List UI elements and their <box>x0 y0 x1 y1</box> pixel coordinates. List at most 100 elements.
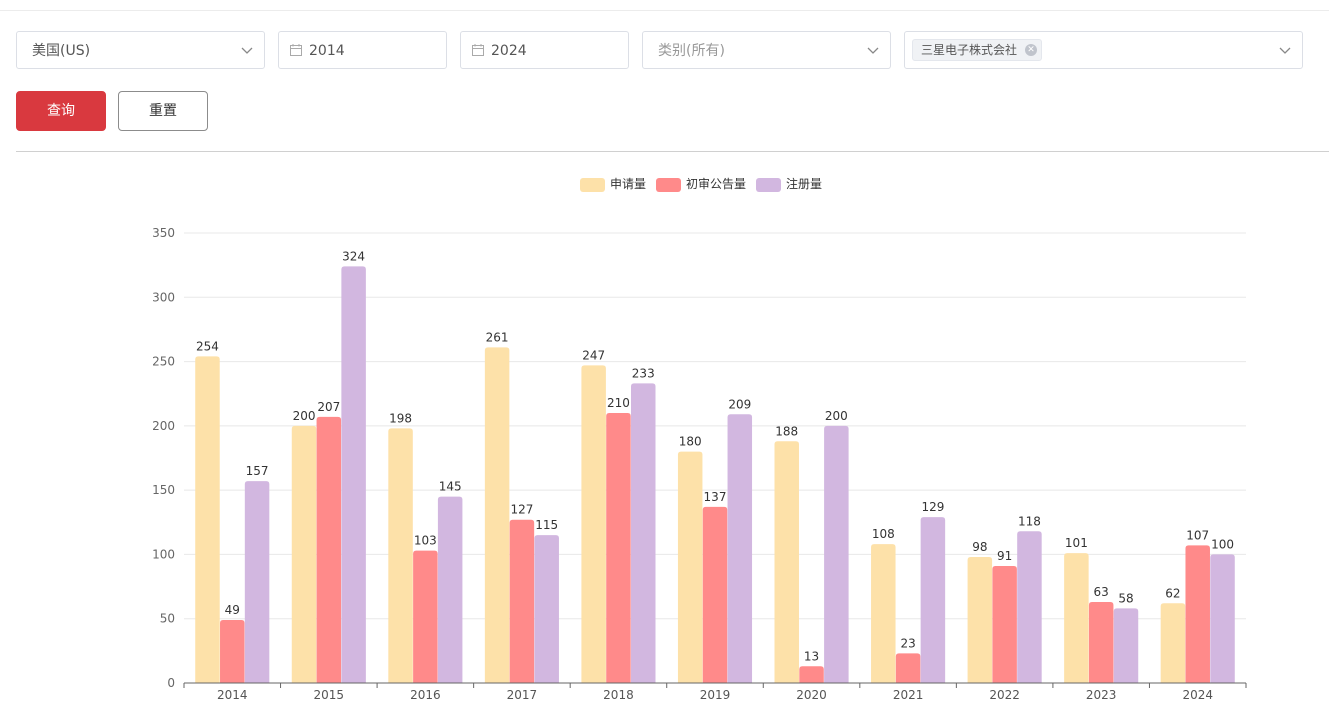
data-label: 188 <box>775 424 798 438</box>
tag-close-icon[interactable]: ✕ <box>1025 44 1038 56</box>
data-label: 207 <box>317 400 340 414</box>
chevron-down-icon <box>1279 47 1291 54</box>
bar <box>341 266 366 683</box>
bar <box>774 441 799 683</box>
data-label: 58 <box>1118 591 1133 605</box>
data-label: 200 <box>293 409 316 423</box>
data-label: 100 <box>1211 537 1234 551</box>
bar <box>1017 531 1042 683</box>
bar <box>727 414 753 683</box>
data-label: 13 <box>804 649 819 663</box>
x-tick-label: 2020 <box>796 688 827 702</box>
data-label: 129 <box>921 500 944 514</box>
data-label: 247 <box>582 348 605 362</box>
chevron-down-icon <box>241 47 253 54</box>
data-label: 115 <box>535 518 558 532</box>
data-label: 324 <box>342 249 365 263</box>
bar <box>581 365 606 683</box>
data-label: 118 <box>1018 514 1041 528</box>
bar <box>244 481 270 683</box>
bar <box>871 544 896 683</box>
bar <box>606 413 631 683</box>
bar <box>1185 545 1210 683</box>
data-label: 137 <box>704 490 727 504</box>
bar <box>799 666 824 683</box>
bar <box>484 347 510 683</box>
start-year-picker[interactable]: 2014 <box>278 31 447 69</box>
data-label: 145 <box>439 480 462 494</box>
company-tag: 三星电子株式会社 ✕ <box>912 39 1043 61</box>
y-tick-label: 150 <box>152 483 175 497</box>
bar <box>509 519 535 683</box>
y-tick-label: 0 <box>167 676 175 690</box>
y-tick-label: 100 <box>152 547 175 561</box>
y-tick-label: 50 <box>160 612 175 626</box>
chart-legend: 申请量 初审公告量 注册量 <box>0 176 1329 192</box>
x-tick-label: 2015 <box>314 688 345 702</box>
bar <box>1088 602 1114 683</box>
data-label: 261 <box>486 330 509 344</box>
x-tick-label: 2022 <box>989 688 1020 702</box>
x-tick-label: 2019 <box>700 688 731 702</box>
data-label: 157 <box>246 464 269 478</box>
y-tick-label: 350 <box>152 226 175 240</box>
legend-label: 注册量 <box>786 177 823 191</box>
bar <box>920 517 946 683</box>
x-tick-label: 2018 <box>603 688 634 702</box>
company-select[interactable]: 三星电子株式会社 ✕ <box>904 31 1303 69</box>
end-year-picker[interactable]: 2024 <box>460 31 629 69</box>
bar <box>702 506 728 683</box>
end-year-value: 2024 <box>491 43 527 59</box>
query-button[interactable]: 查询 <box>16 91 106 131</box>
bar <box>631 383 656 683</box>
bar <box>195 356 220 683</box>
data-label: 254 <box>196 339 219 353</box>
x-tick-label: 2014 <box>217 688 248 702</box>
data-label: 108 <box>872 527 895 541</box>
bar <box>1064 553 1089 683</box>
legend-swatch <box>756 178 781 192</box>
bar <box>967 557 993 683</box>
bar <box>534 535 559 683</box>
legend-swatch <box>656 178 681 192</box>
bar <box>437 496 463 683</box>
category-select-placeholder: 类别(所有) <box>658 43 725 59</box>
section-divider <box>16 151 1329 152</box>
bar-chart: 0501001502002503003502544915720142002073… <box>152 226 1247 702</box>
data-label: 107 <box>1186 528 1209 542</box>
top-divider <box>0 10 1329 11</box>
data-label: 180 <box>679 435 702 449</box>
data-label: 127 <box>510 503 533 517</box>
country-select[interactable]: 美国(US) <box>16 31 265 69</box>
legend-label: 初审公告量 <box>686 177 747 191</box>
category-select[interactable]: 类别(所有) <box>642 31 891 69</box>
legend-swatch <box>580 178 605 192</box>
calendar-icon <box>290 44 302 56</box>
y-tick-label: 250 <box>152 355 175 369</box>
legend-label: 申请量 <box>610 177 647 191</box>
bar <box>291 425 317 683</box>
start-year-value: 2014 <box>309 43 345 59</box>
bar <box>824 425 849 683</box>
bar <box>220 620 245 683</box>
bar <box>895 653 921 683</box>
chevron-down-icon <box>867 47 879 54</box>
x-tick-label: 2016 <box>410 688 441 702</box>
data-label: 210 <box>607 396 630 410</box>
data-label: 103 <box>414 534 437 548</box>
bar <box>316 416 342 683</box>
data-label: 91 <box>997 549 1012 563</box>
x-tick-label: 2023 <box>1086 688 1117 702</box>
calendar-icon <box>472 44 484 56</box>
reset-button[interactable]: 重置 <box>118 91 208 131</box>
bar <box>388 428 413 683</box>
data-label: 198 <box>389 411 412 425</box>
data-label: 23 <box>900 636 915 650</box>
company-tag-label: 三星电子株式会社 <box>921 43 1018 57</box>
y-tick-label: 300 <box>152 290 175 304</box>
data-label: 98 <box>972 540 987 554</box>
data-label: 200 <box>825 409 848 423</box>
data-label: 101 <box>1065 536 1088 550</box>
data-label: 62 <box>1165 586 1180 600</box>
x-tick-label: 2017 <box>507 688 538 702</box>
